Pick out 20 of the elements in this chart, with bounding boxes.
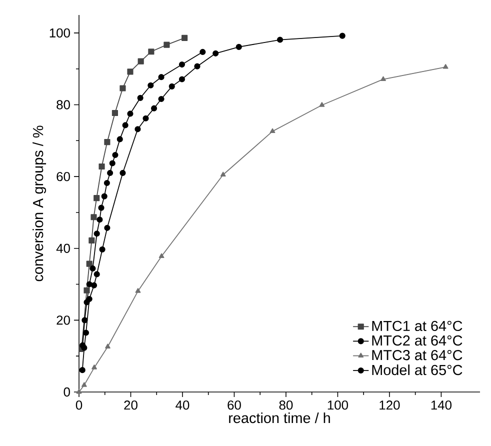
x-tick-label: 0 [76,400,82,410]
x-tick-label: 100 [328,400,348,410]
y-tick-label: 40 [56,244,70,253]
legend-label: MTC3 at 64°C [372,350,462,360]
y-tick-label: 60 [56,172,70,182]
x-tick-label: 80 [279,400,293,410]
x-tick-label: 20 [124,400,138,410]
y-tick-label: 20 [56,316,70,325]
y-tick-label: 0 [64,387,70,397]
y-tick-label: 80 [56,100,70,110]
legend-label: MTC1 at 64°C [372,320,462,332]
x-tick-label: 40 [176,400,190,410]
x-tick-label: 120 [380,400,400,410]
y-tick-label: 100 [50,28,70,38]
legend-label: MTC2 at 64°C [372,335,462,346]
x-tick-label: 60 [228,400,241,410]
y-axis-title: conversion A groups / % [32,126,46,282]
x-tick-label: 140 [431,400,452,410]
legend-label: Model at 65°C [372,364,462,376]
x-axis-title: reaction time / h [229,412,330,424]
